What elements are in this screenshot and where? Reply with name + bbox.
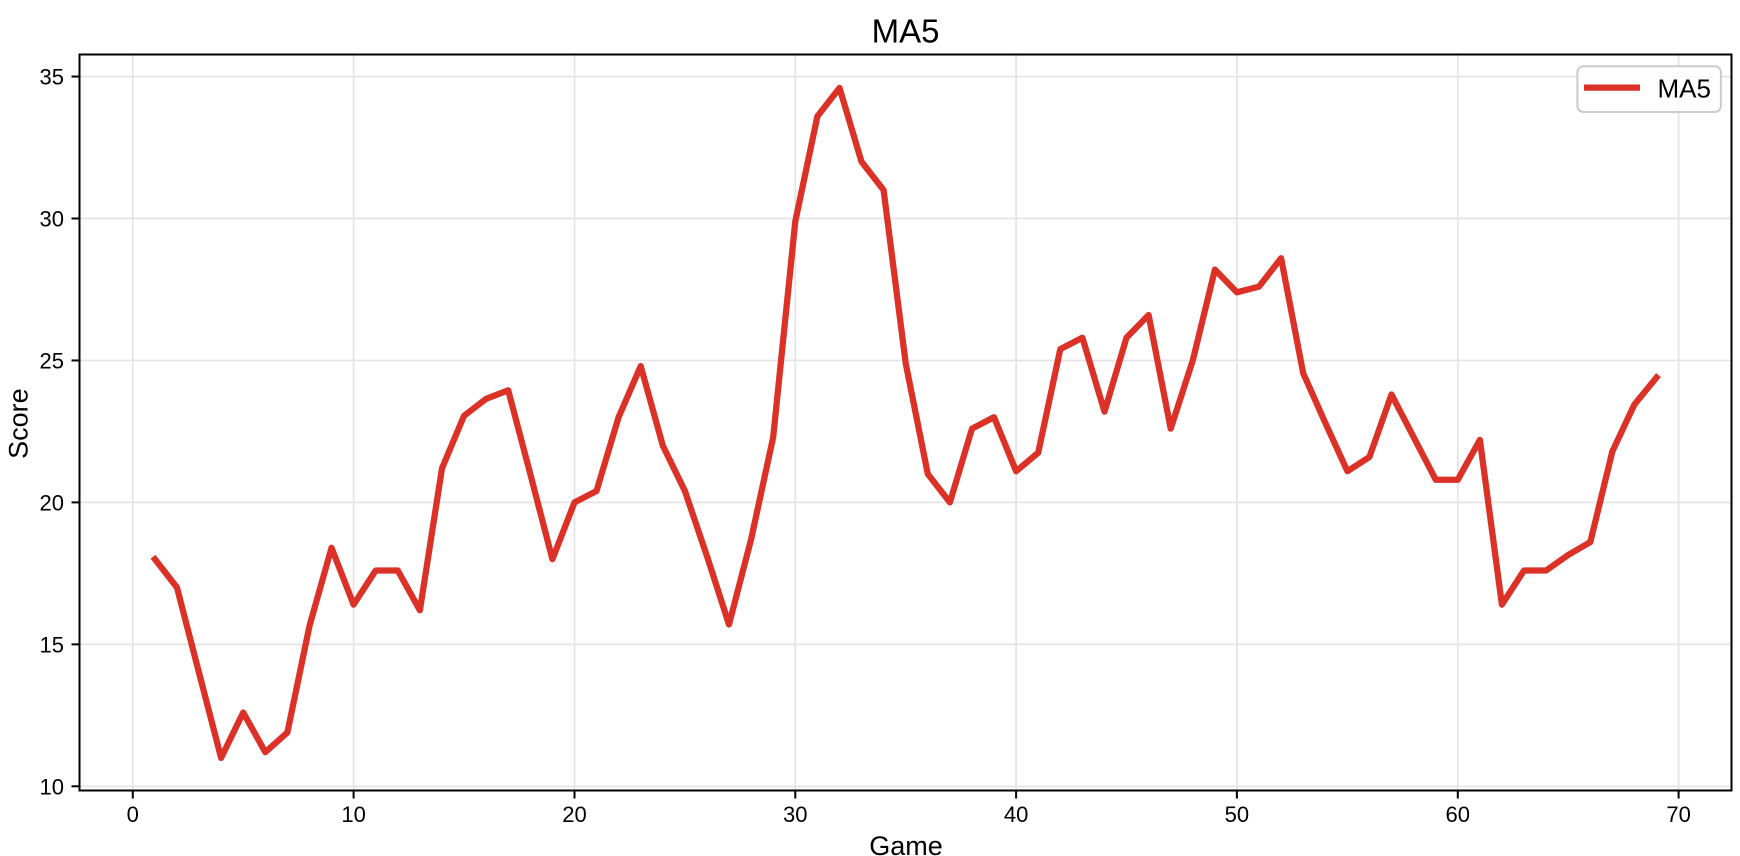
- svg-text:25: 25: [40, 348, 64, 373]
- svg-text:70: 70: [1666, 802, 1690, 827]
- svg-text:10: 10: [341, 802, 365, 827]
- svg-text:30: 30: [40, 207, 64, 232]
- svg-text:15: 15: [40, 632, 64, 657]
- svg-text:MA5: MA5: [1658, 74, 1711, 104]
- svg-text:20: 20: [562, 802, 586, 827]
- svg-text:35: 35: [40, 65, 64, 90]
- svg-text:0: 0: [127, 802, 139, 827]
- svg-text:40: 40: [1004, 802, 1028, 827]
- svg-text:20: 20: [40, 490, 64, 515]
- svg-text:50: 50: [1225, 802, 1249, 827]
- svg-text:MA5: MA5: [872, 13, 940, 50]
- svg-text:10: 10: [40, 774, 64, 799]
- svg-text:Game: Game: [869, 831, 943, 856]
- svg-text:30: 30: [783, 802, 807, 827]
- svg-text:60: 60: [1446, 802, 1470, 827]
- svg-text:Score: Score: [4, 388, 34, 459]
